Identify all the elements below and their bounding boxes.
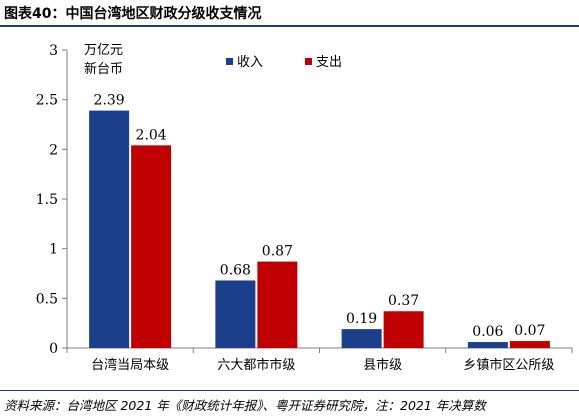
- title-rule: [0, 25, 579, 27]
- bar-chart: 0 0.5 1 1.5 2 2.5 3 台湾当局本级 六大都市市级 县市级 乡镇市区公所级 2.3…: [36, 43, 573, 373]
- data-label-expense: 0.07: [514, 323, 545, 339]
- unit-label-line1: 万亿元: [84, 43, 123, 58]
- y-tick-label: 1: [49, 242, 58, 258]
- bar-income: [89, 110, 130, 349]
- data-label-income: 2.39: [94, 93, 125, 109]
- footer-rule: [0, 390, 579, 391]
- legend-label-expense: 支出: [316, 55, 342, 70]
- bar-income: [341, 329, 382, 348]
- x-tick-label: 台湾当局本级: [91, 357, 169, 373]
- data-label-income: 0.19: [346, 311, 377, 327]
- data-labels: 2.39 0.68 0.19 0.06 2.04 0.87 0.37 0.07: [94, 93, 546, 340]
- data-label-expense: 0.87: [262, 244, 293, 260]
- x-tick-label: 六大都市市级: [217, 357, 295, 373]
- bar-income: [467, 342, 508, 348]
- chart-title: 图表40：中国台湾地区财政分级收支情况: [4, 6, 262, 22]
- y-tick-label: 3: [49, 43, 58, 59]
- x-tick-label: 乡镇市区公所级: [463, 357, 554, 373]
- y-tick-label: 0: [49, 341, 58, 357]
- legend-swatch-expense: [305, 58, 312, 65]
- source-note: 资料来源：台湾地区 2021 年《财政统计年报》、粤开证券研究院，注：2021 …: [4, 398, 486, 413]
- bar-expense: [257, 261, 298, 348]
- bars: [89, 110, 550, 349]
- y-tick-label: 1.5: [36, 192, 58, 208]
- legend-label-income: 收入: [237, 55, 263, 70]
- legend: 收入 支出: [226, 55, 342, 70]
- bar-expense: [509, 341, 550, 348]
- y-tick-label: 2: [49, 142, 58, 158]
- data-label-expense: 2.04: [136, 127, 167, 143]
- legend-swatch-income: [226, 58, 233, 65]
- bar-expense: [131, 145, 172, 348]
- x-axis: 台湾当局本级 六大都市市级 县市级 乡镇市区公所级: [66, 347, 573, 373]
- bar-expense: [383, 311, 424, 348]
- y-tick-label: 2.5: [36, 93, 58, 109]
- unit-label-line2: 新台币: [84, 61, 123, 77]
- x-tick-label: 县市级: [363, 357, 402, 373]
- data-label-expense: 0.37: [388, 293, 419, 309]
- y-axis: 0 0.5 1 1.5 2 2.5 3: [36, 43, 68, 357]
- bar-income: [215, 280, 256, 348]
- data-label-income: 0.68: [220, 262, 251, 278]
- data-label-income: 0.06: [472, 324, 503, 340]
- y-tick-label: 0.5: [36, 291, 58, 307]
